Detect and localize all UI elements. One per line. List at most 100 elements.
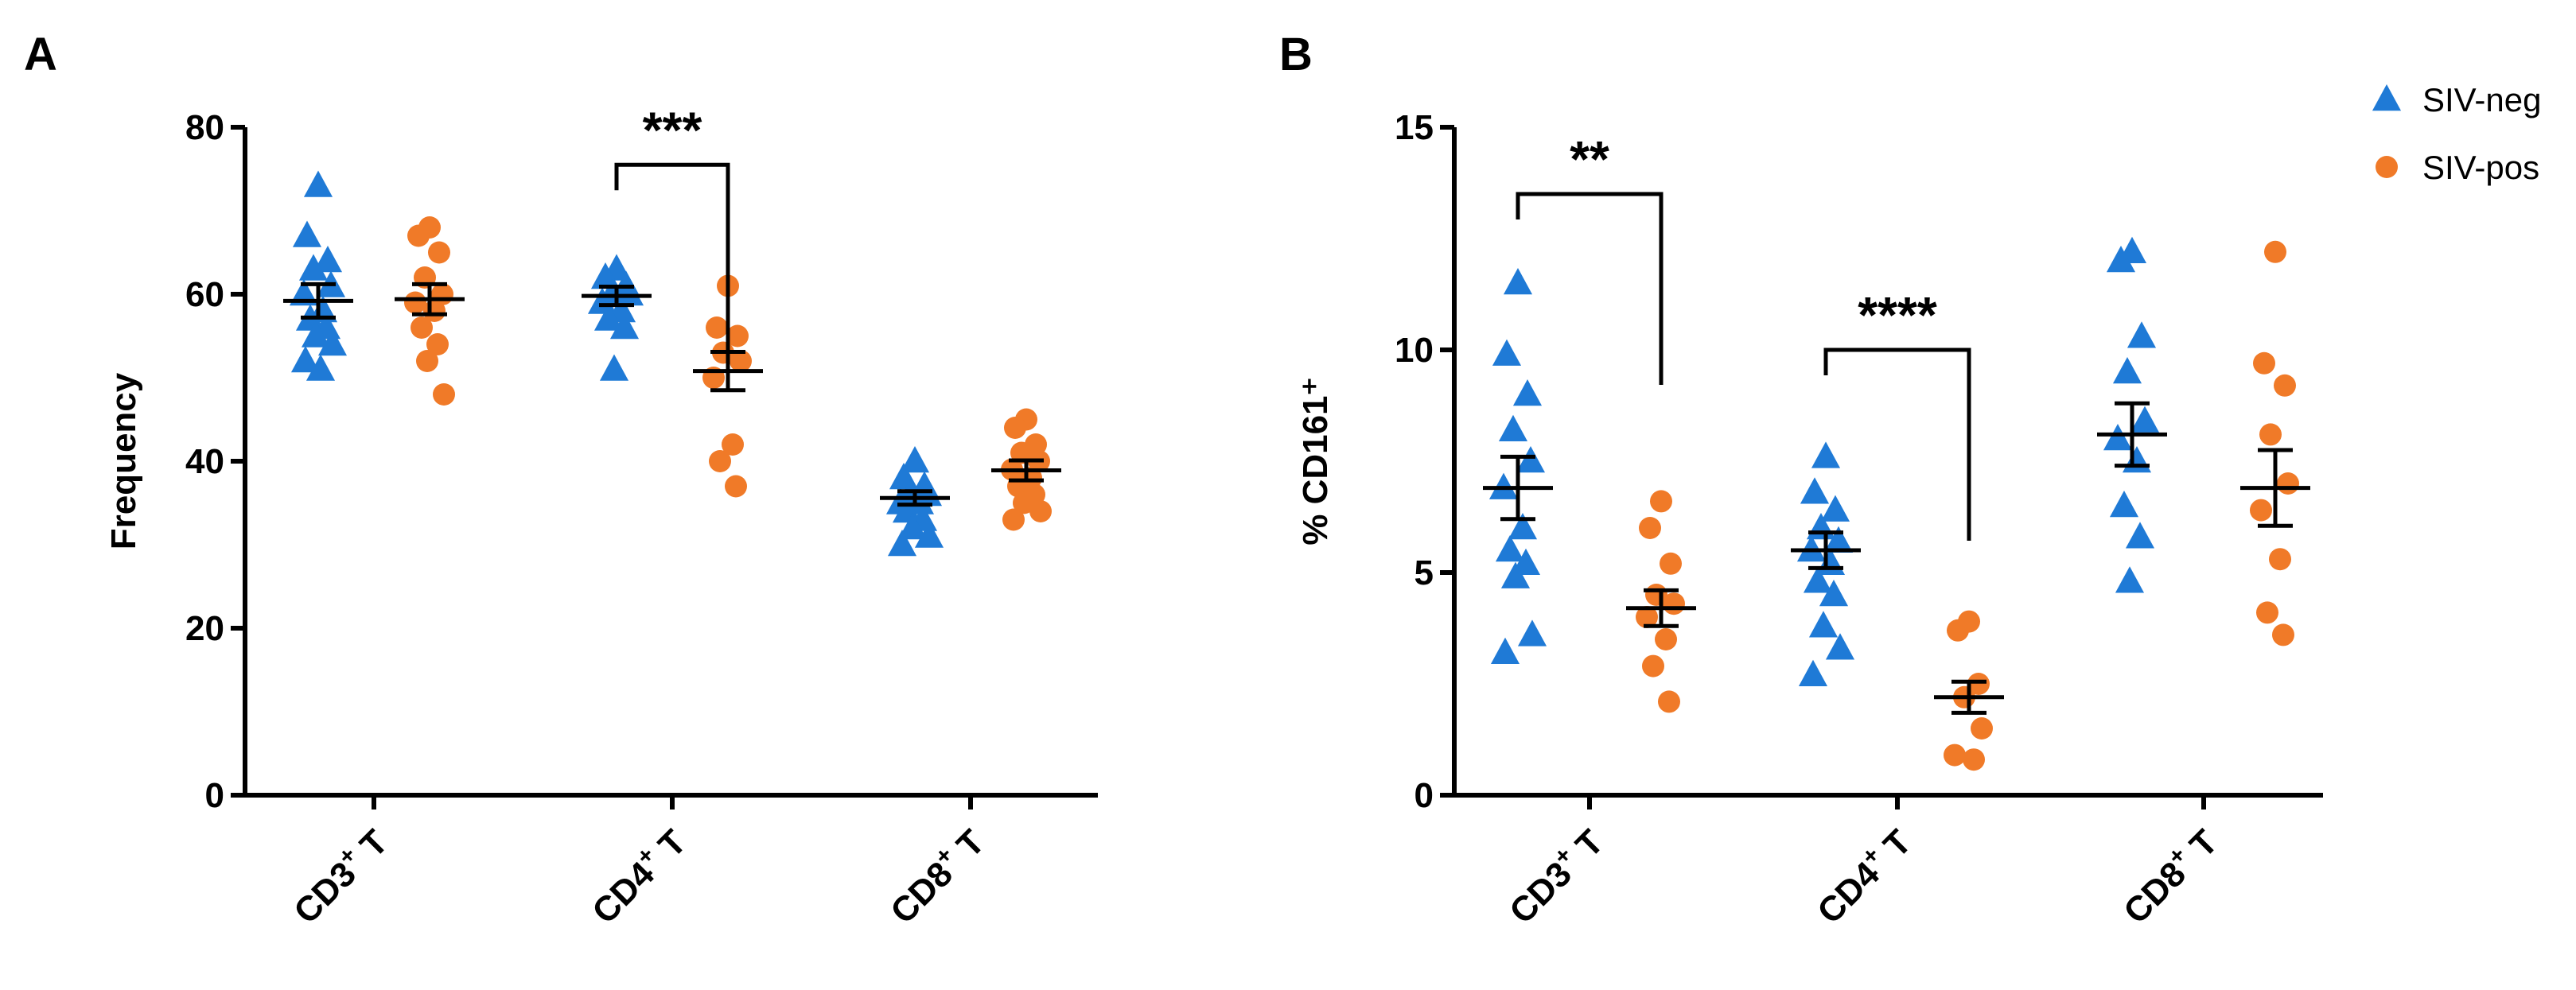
data-point-circle xyxy=(2259,423,2282,446)
data-point-triangle xyxy=(2112,357,2142,384)
data-point-triangle xyxy=(887,530,917,557)
data-point-triangle xyxy=(1800,477,1830,504)
data-point-circle xyxy=(726,324,749,347)
data-point-circle xyxy=(411,316,433,339)
data-point-triangle xyxy=(900,446,930,473)
data-point-circle xyxy=(2269,548,2291,571)
data-point-circle xyxy=(2277,472,2299,495)
significance-label: ** xyxy=(1570,130,1609,188)
data-point-circle xyxy=(1944,743,1966,767)
data-point-circle xyxy=(1660,552,1682,575)
y-tick-label: 80 xyxy=(185,108,224,147)
significance-label: *** xyxy=(643,101,702,158)
data-point-triangle xyxy=(1508,513,1538,540)
data-point-circle xyxy=(2253,351,2275,375)
data-point-circle xyxy=(1655,628,1677,650)
data-point-triangle xyxy=(2125,522,2155,549)
data-point-circle xyxy=(407,224,430,247)
data-point-circle xyxy=(722,433,744,456)
x-category-label: CD4+ T xyxy=(582,820,695,932)
data-point-triangle xyxy=(290,346,321,373)
significance-bracket xyxy=(614,162,730,356)
data-point-triangle xyxy=(599,354,629,381)
data-point-triangle xyxy=(2130,406,2160,433)
data-point-circle xyxy=(1004,417,1026,439)
data-point-triangle xyxy=(305,354,336,381)
legend-circle-icon xyxy=(2376,156,2398,178)
data-point-triangle xyxy=(1498,414,1528,442)
legend: SIV-neg SIV-pos xyxy=(2372,81,2541,186)
legend-triangle-icon xyxy=(2372,84,2402,111)
data-point-circle xyxy=(1967,673,1990,695)
data-point-circle xyxy=(2274,374,2296,397)
x-category-label: CD4+ T xyxy=(1807,820,1920,932)
x-category-label: CD8+ T xyxy=(881,820,993,932)
y-tick-label: 5 xyxy=(1414,553,1434,592)
data-point-triangle xyxy=(1798,659,1828,687)
significance-bracket xyxy=(1823,347,1971,541)
data-point-circle xyxy=(2272,623,2294,646)
x-category-label: CD3+ T xyxy=(284,820,396,932)
data-point-triangle xyxy=(1490,637,1520,665)
panel-letter: B xyxy=(1279,29,1313,80)
y-tick-label: 40 xyxy=(185,442,224,481)
data-point-triangle xyxy=(1820,495,1850,522)
data-point-circle xyxy=(706,316,728,339)
data-point-triangle xyxy=(1819,580,1849,607)
significance-bracket xyxy=(1516,192,1664,385)
data-point-triangle xyxy=(2109,491,2139,518)
data-point-circle xyxy=(433,383,455,406)
data-point-triangle xyxy=(317,329,348,356)
data-point-circle xyxy=(1639,517,1661,539)
data-point-triangle xyxy=(897,513,928,540)
data-point-circle xyxy=(1947,619,1969,642)
x-category-label: CD3+ T xyxy=(1500,820,1612,932)
legend-label: SIV-neg xyxy=(2422,81,2541,118)
data-point-triangle xyxy=(1503,268,1533,295)
data-point-triangle xyxy=(292,220,322,247)
y-tick-label: 0 xyxy=(1414,776,1434,815)
y-tick-label: 60 xyxy=(185,275,224,314)
data-point-circle xyxy=(725,475,747,498)
data-point-circle xyxy=(1029,500,1052,522)
data-point-triangle xyxy=(1811,441,1841,468)
data-point-triangle xyxy=(1825,633,1855,660)
y-tick-label: 0 xyxy=(205,776,224,815)
data-point-triangle xyxy=(2127,321,2157,348)
legend-label: SIV-pos xyxy=(2422,149,2539,186)
data-point-circle xyxy=(1963,748,1985,771)
data-point-circle xyxy=(1642,654,1664,677)
data-point-triangle xyxy=(1808,611,1839,638)
data-point-circle xyxy=(1658,690,1680,713)
y-axis-title: Frequency xyxy=(104,372,143,549)
data-point-circle xyxy=(1650,490,1672,513)
data-point-triangle xyxy=(1492,339,1522,366)
data-point-triangle xyxy=(303,170,333,197)
data-point-triangle xyxy=(1803,566,1833,593)
data-point-circle xyxy=(404,291,426,314)
data-point-triangle xyxy=(2103,424,2133,451)
data-point-circle xyxy=(428,241,450,264)
data-point-circle xyxy=(426,333,449,355)
y-tick-label: 20 xyxy=(185,609,224,648)
panel-letter: A xyxy=(24,29,57,80)
data-point-triangle xyxy=(1516,446,1546,473)
data-point-circle xyxy=(1636,606,1658,628)
data-point-triangle xyxy=(1823,526,1854,553)
data-point-circle xyxy=(2264,240,2286,263)
data-point-triangle xyxy=(1512,379,1543,406)
data-point-circle xyxy=(416,350,438,372)
data-point-triangle xyxy=(609,313,640,340)
data-point-triangle xyxy=(313,246,343,273)
data-point-triangle xyxy=(593,304,624,331)
data-point-triangle xyxy=(301,320,331,347)
data-point-triangle xyxy=(298,254,329,281)
significance-label: **** xyxy=(1858,286,1937,344)
panel-a: A 0 20 40 60 80 Frequency CD3+ T CD4+ T CD8+ T *** xyxy=(24,29,1098,931)
data-point-triangle xyxy=(1500,561,1531,588)
y-tick-label: 10 xyxy=(1395,331,1434,370)
data-point-triangle xyxy=(2106,246,2136,273)
data-point-circle xyxy=(1971,717,1993,740)
